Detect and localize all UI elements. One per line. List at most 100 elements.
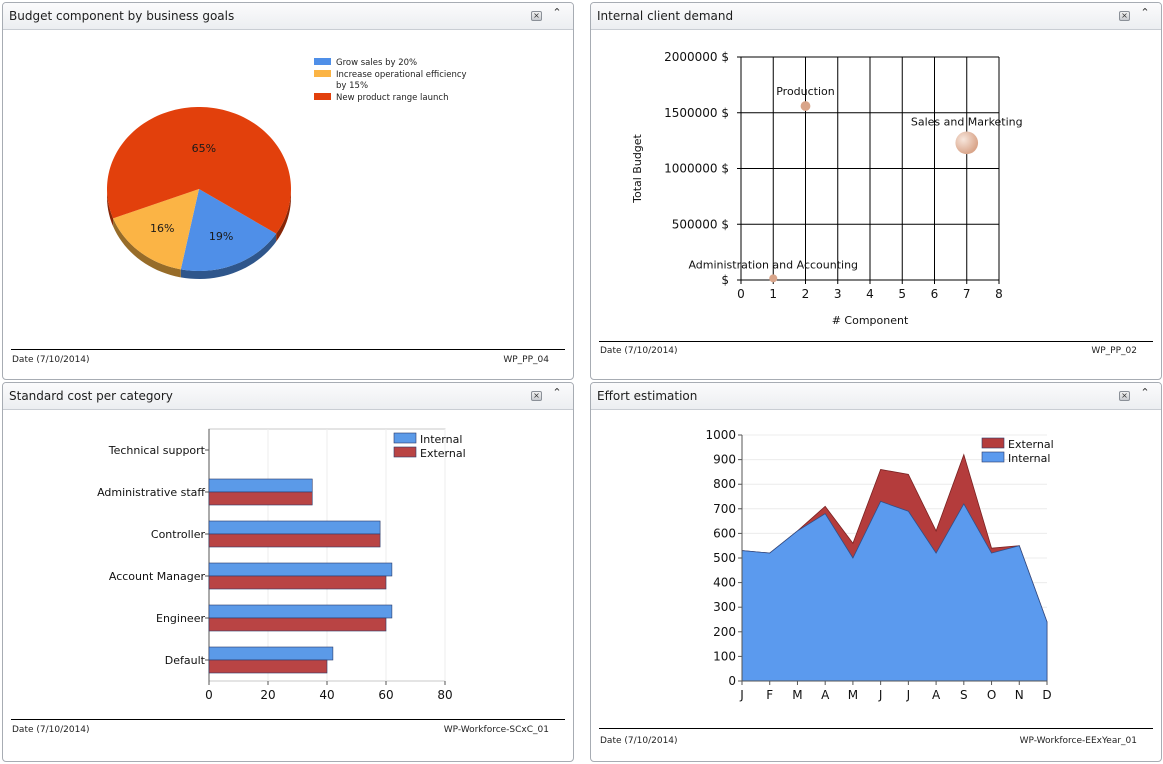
legend-swatch <box>981 451 1005 463</box>
y-tick-label: 2000000 $ <box>664 50 729 64</box>
bar-external <box>208 575 387 590</box>
x-tick-label: 2 <box>802 287 810 301</box>
y-tick-label: 500000 $ <box>672 217 729 231</box>
y-tick-label: 700 <box>713 502 736 516</box>
pie-slice-side <box>276 189 291 242</box>
x-tick-label: N <box>1015 688 1024 702</box>
footer-report-code: WP-Workforce-SCxC_01 <box>443 725 549 735</box>
x-tick-label: 80 <box>437 688 452 702</box>
pie-slice <box>113 189 199 270</box>
y-tick-label: 1000 <box>705 428 736 442</box>
bubble-chart: 0 1 2 3 4 5 6 7 8 $500000 $ 1000000 $ 1500000 $ 2000… <box>631 50 1023 327</box>
y-tick-label: 500 <box>713 551 736 565</box>
footer-date: Date (7/10/2014) <box>12 355 90 365</box>
y-tick-label: 1000000 $ <box>664 162 729 176</box>
pie-slice-side <box>180 233 277 279</box>
y-tick-label: 300 <box>713 600 736 614</box>
category-label: Controller <box>151 528 206 541</box>
close-icon[interactable]: × <box>1119 11 1130 21</box>
panel-header: Standard cost per category × ⌃ <box>3 383 573 410</box>
x-tick-label: J <box>878 688 883 702</box>
panel-title: Budget component by business goals <box>9 9 235 23</box>
panel-effort-estimation: Effort estimation × ⌃ 0 100 200 300 400 500 60… <box>590 382 1162 762</box>
chevron-up-icon[interactable]: ⌃ <box>1140 6 1150 19</box>
bar-external <box>208 617 387 632</box>
category-label: Default <box>165 654 206 667</box>
legend-swatch <box>981 437 1005 449</box>
panel-header: Effort estimation × ⌃ <box>591 383 1161 410</box>
x-tick-label: 1 <box>769 287 777 301</box>
y-tick-label: $ <box>721 273 729 287</box>
x-tick-label: 0 <box>205 688 213 702</box>
bubble-point <box>800 101 811 111</box>
panel-header: Budget component by business goals × ⌃ <box>3 3 573 30</box>
chevron-up-icon[interactable]: ⌃ <box>1140 386 1150 399</box>
point-label: Production <box>776 85 835 98</box>
legend-swatch <box>393 432 417 444</box>
pie-slice-side <box>113 218 181 278</box>
y-tick-label: 100 <box>713 649 736 663</box>
x-tick-label: 60 <box>378 688 393 702</box>
point-label: Administration and Accounting <box>688 258 858 271</box>
legend-label: Grow sales by 20% <box>336 58 417 68</box>
y-tick-label: 200 <box>713 625 736 639</box>
category-label: Technical support <box>108 444 206 457</box>
pie-slice-side <box>107 189 114 227</box>
footer-date: Date (7/10/2014) <box>600 736 678 746</box>
x-axis-title: # Component <box>832 314 909 327</box>
footer-report-code: WP_PP_04 <box>503 355 549 365</box>
bar-internal <box>208 562 393 577</box>
pie-slice-label: 65% <box>192 142 216 155</box>
legend-swatch <box>314 58 331 65</box>
y-axis-title: Total Budget <box>631 133 644 203</box>
legend-label: Internal <box>420 433 462 446</box>
point-label: Sales and Marketing <box>911 116 1023 129</box>
footer-report-code: WP_PP_02 <box>1091 346 1137 356</box>
footer-date: Date (7/10/2014) <box>600 346 678 356</box>
y-tick-label: 1500000 $ <box>664 106 729 120</box>
bar-external <box>208 533 381 548</box>
panel-title: Effort estimation <box>597 389 698 403</box>
legend-swatch <box>393 446 417 458</box>
horizontal-bar-chart: 0 20 40 60 80 Technical support Administrative… <box>97 428 466 702</box>
x-tick-label: A <box>821 688 830 702</box>
panel-internal-client-demand: Internal client demand × ⌃ 0 1 2 3 4 5 6 7 8 $500… <box>590 2 1162 380</box>
y-tick-label: 0 <box>728 674 736 688</box>
pie-slice <box>180 189 277 271</box>
x-tick-label: J <box>906 688 911 702</box>
close-icon[interactable]: × <box>531 391 542 401</box>
panel-header: Internal client demand × ⌃ <box>591 3 1161 30</box>
x-tick-label: 6 <box>931 287 939 301</box>
close-icon[interactable]: × <box>531 11 542 21</box>
footer-divider <box>11 719 565 720</box>
bar-internal <box>208 478 313 493</box>
x-tick-label: 7 <box>963 287 971 301</box>
y-tick-label: 400 <box>713 576 736 590</box>
x-tick-label: M <box>848 688 858 702</box>
footer-divider <box>599 341 1153 342</box>
pie-slice <box>107 107 291 234</box>
area-internal <box>741 500 1048 682</box>
panel-budget-component: Budget component by business goals × ⌃ 1… <box>2 2 574 380</box>
bubble-point <box>769 274 778 283</box>
y-tick-label: 600 <box>713 526 736 540</box>
y-tick-label: 800 <box>713 477 736 491</box>
y-tick-label: 900 <box>713 453 736 467</box>
category-label: Administrative staff <box>97 486 205 499</box>
panel-title: Internal client demand <box>597 9 734 23</box>
x-tick-label: S <box>960 688 968 702</box>
close-icon[interactable]: × <box>1119 391 1130 401</box>
chevron-up-icon[interactable]: ⌃ <box>552 6 562 19</box>
x-tick-label: 4 <box>866 287 874 301</box>
x-tick-label: O <box>987 688 996 702</box>
panel-title: Standard cost per category <box>9 389 173 403</box>
pie-slice-label: 19% <box>209 230 233 243</box>
legend-label: New product range launch <box>336 93 448 103</box>
legend-swatch <box>314 93 331 100</box>
bar-internal <box>208 604 393 619</box>
bar-internal <box>208 646 334 661</box>
x-tick-label: 3 <box>834 287 842 301</box>
chevron-up-icon[interactable]: ⌃ <box>552 386 562 399</box>
footer-divider <box>599 728 1153 729</box>
legend-label: External <box>1008 438 1054 451</box>
